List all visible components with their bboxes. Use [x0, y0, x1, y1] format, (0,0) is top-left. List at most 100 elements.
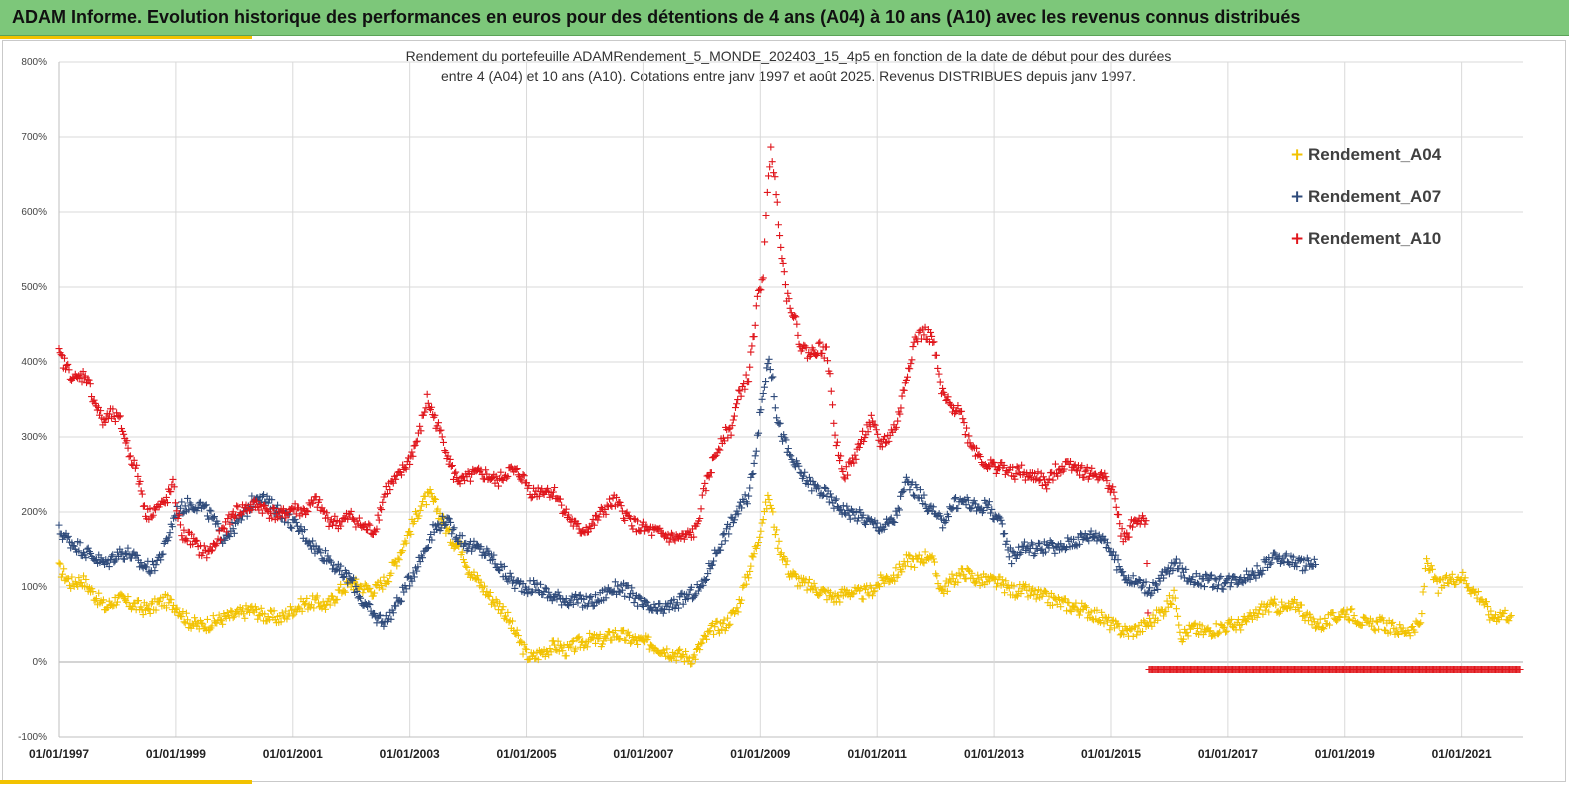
data-point	[230, 612, 238, 620]
data-point	[748, 342, 756, 350]
data-point	[1011, 475, 1019, 483]
data-point	[345, 570, 353, 578]
data-point	[1230, 573, 1238, 581]
data-point	[1441, 573, 1449, 581]
data-point	[887, 514, 895, 522]
data-point	[1184, 632, 1192, 640]
data-point	[869, 592, 877, 600]
data-point	[210, 513, 218, 521]
y-tick-label: 300%	[21, 432, 47, 443]
header-banner: ADAM Informe. Evolution historique des p…	[0, 0, 1569, 36]
data-point	[1199, 575, 1207, 583]
data-point	[316, 545, 324, 553]
data-point	[852, 508, 860, 516]
data-point	[395, 556, 403, 564]
data-point	[948, 505, 956, 513]
data-point	[208, 546, 216, 554]
data-point	[1176, 628, 1184, 636]
data-point	[494, 482, 502, 490]
data-point	[519, 580, 527, 588]
data-point	[567, 596, 575, 604]
data-point	[534, 656, 542, 664]
data-point	[828, 594, 836, 602]
data-point	[614, 582, 622, 590]
data-point	[217, 536, 225, 544]
data-point	[1312, 624, 1320, 632]
data-point	[915, 551, 923, 559]
data-point	[213, 540, 221, 548]
data-point	[378, 506, 386, 514]
data-point	[126, 452, 134, 460]
data-point	[719, 531, 727, 539]
data-point	[843, 502, 851, 510]
data-point	[230, 529, 238, 537]
data-point	[733, 604, 741, 612]
data-point	[1047, 539, 1055, 547]
data-point	[1379, 617, 1387, 625]
data-point	[1197, 582, 1205, 590]
data-point	[757, 527, 765, 535]
data-point	[821, 483, 829, 491]
data-point	[1289, 599, 1297, 607]
data-point	[752, 544, 760, 552]
data-point	[974, 571, 982, 579]
data-point	[554, 588, 562, 596]
data-point	[620, 626, 628, 634]
data-point	[921, 500, 929, 508]
data-point	[824, 357, 832, 365]
data-point	[151, 567, 159, 575]
data-point	[1142, 517, 1150, 525]
data-point	[523, 645, 531, 653]
data-point	[738, 504, 746, 512]
data-point	[909, 343, 917, 351]
data-point	[696, 515, 704, 523]
accent-bar-top	[0, 36, 252, 39]
data-point	[639, 602, 647, 610]
data-point	[442, 448, 450, 456]
data-point	[696, 646, 704, 654]
data-point	[340, 573, 348, 581]
data-point	[1146, 584, 1154, 592]
data-point	[741, 491, 749, 499]
data-point	[959, 565, 967, 573]
data-point	[856, 506, 864, 514]
data-point	[631, 633, 639, 641]
data-point	[298, 607, 306, 615]
data-point	[207, 547, 215, 555]
data-point	[519, 470, 527, 478]
data-point	[766, 366, 774, 374]
data-point	[303, 594, 311, 602]
data-point	[1296, 556, 1304, 564]
data-point	[751, 452, 759, 460]
data-point	[254, 615, 262, 623]
data-point	[201, 623, 209, 631]
data-point	[1243, 618, 1251, 626]
data-point	[195, 499, 203, 507]
data-point	[794, 331, 802, 339]
data-point	[745, 492, 753, 500]
data-point	[697, 505, 705, 513]
data-point	[874, 430, 882, 438]
data-point	[710, 630, 718, 638]
data-point	[518, 477, 526, 485]
data-point	[687, 583, 695, 591]
data-point	[203, 512, 211, 520]
data-point	[1446, 574, 1454, 582]
data-point	[864, 428, 872, 436]
data-point	[1165, 570, 1173, 578]
data-point	[590, 521, 598, 529]
legend-item-a04: + Rendement_A04	[1290, 134, 1441, 176]
data-point	[445, 515, 453, 523]
data-point	[1049, 476, 1057, 484]
data-point	[1500, 609, 1508, 617]
data-point	[892, 564, 900, 572]
data-point	[631, 594, 639, 602]
data-point	[1170, 560, 1178, 568]
data-point	[694, 587, 702, 595]
data-point	[66, 581, 74, 589]
data-point	[573, 595, 581, 603]
data-point	[270, 504, 278, 512]
data-point	[717, 546, 725, 554]
data-point	[630, 515, 638, 523]
